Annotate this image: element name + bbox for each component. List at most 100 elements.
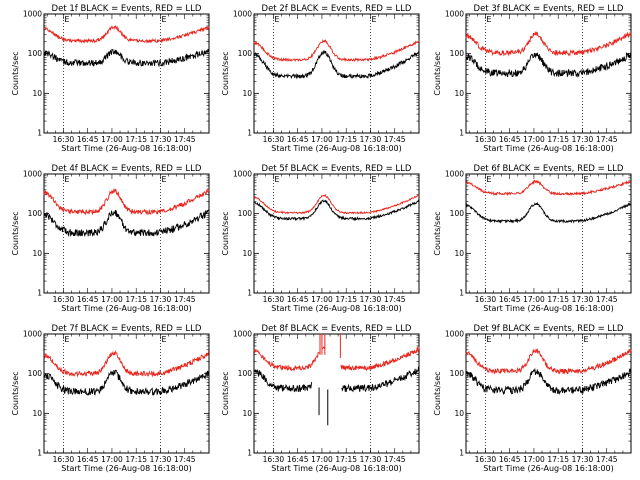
y-tick-label: 1000 [445,330,464,339]
x-tick-label: 17:15 [335,295,357,304]
plot-frame [253,13,420,134]
x-tick-label: 17:45 [596,455,618,464]
y-tick-label: 100 [238,209,253,218]
marker-label: E [371,15,376,24]
x-tick-label: 16:45 [77,135,99,144]
x-tick-label: 16:30 [53,135,75,144]
marker-label: E [583,15,588,24]
x-tick-label: 17:45 [384,455,406,464]
y-tick-label: 1 [459,289,464,298]
x-tick-label: 16:45 [499,135,521,144]
y-tick-label: 10 [242,249,252,258]
y-tick-label: 100 [450,369,465,378]
x-axis-label: Start Time (26-Aug-08 16:18:00) [271,304,402,313]
plot-frame [465,333,632,454]
x-tick-label: 17:15 [547,455,569,464]
y-axis-label: Counts/sec [11,211,20,255]
y-tick-label: 10 [242,89,252,98]
y-tick-label: 1000 [233,10,252,19]
y-tick-label: 1000 [23,170,42,179]
marker-label: E [274,335,279,344]
chart-panel-4: Det 4f BLACK = Events, RED = LLD 1 10 100 10… [11,164,210,313]
plot-frame [465,173,632,294]
x-tick-label: 17:30 [150,135,172,144]
x-tick-label: 16:45 [287,295,309,304]
chart-panel-8: Det 8f BLACK = Events, RED = LLD 1 10 100 10… [221,324,420,473]
marker-label: E [161,175,166,184]
x-tick-label: 17:00 [101,455,123,464]
series-line-events-black [43,209,210,238]
x-axis-label: Start Time (26-Aug-08 16:18:00) [271,464,402,473]
marker-label: E [371,335,376,344]
marker-label: E [583,335,588,344]
y-tick-label: 1000 [23,10,42,19]
y-tick-label: 1 [247,129,252,138]
x-tick-label: 17:30 [360,135,382,144]
y-tick-label: 1000 [445,10,464,19]
series-line-events-black [43,48,210,68]
y-tick-label: 10 [454,249,464,258]
x-tick-label: 16:45 [499,455,521,464]
x-axis-label: Start Time (26-Aug-08 16:18:00) [61,464,192,473]
marker-label: E [161,335,166,344]
x-tick-label: 16:45 [77,295,99,304]
x-tick-label: 17:30 [150,455,172,464]
y-tick-label: 100 [238,369,253,378]
y-axis-label: Counts/sec [11,371,20,415]
series-line-events-black [253,50,420,80]
chart-title: Det 6f BLACK = Events, RED = LLD [474,164,624,174]
y-tick-label: 100 [238,49,253,58]
x-tick-label: 17:45 [174,455,196,464]
marker-label: E [371,175,376,184]
x-tick-label: 17:15 [335,135,357,144]
marker-label: E [274,15,279,24]
chart-panel-6: Det 6f BLACK = Events, RED = LLD 1 10 100 10… [433,164,632,313]
y-tick-label: 1 [247,449,252,458]
x-tick-label: 17:00 [101,295,123,304]
y-tick-label: 100 [450,209,465,218]
x-tick-label: 17:30 [572,135,594,144]
x-axis-label: Start Time (26-Aug-08 16:18:00) [483,464,614,473]
y-tick-label: 100 [28,369,43,378]
chart-title: Det 3f BLACK = Events, RED = LLD [474,4,624,14]
x-tick-label: 16:45 [77,455,99,464]
y-axis-label: Counts/sec [433,51,442,95]
series-line-lld-red [465,348,632,375]
x-tick-label: 16:30 [263,455,285,464]
y-tick-label: 1 [37,449,42,458]
x-tick-label: 17:30 [150,295,172,304]
chart-panel-1: Det 1f BLACK = Events, RED = LLD 1 10 100 10… [11,4,210,153]
y-tick-label: 1000 [445,170,464,179]
series-line-events-black [253,199,420,222]
y-tick-label: 10 [32,409,42,418]
y-tick-label: 100 [28,49,43,58]
series-line-lld-red [465,31,632,57]
plot-frame [253,333,420,454]
series-line-lld-red [43,25,210,44]
x-tick-label: 16:30 [475,135,497,144]
x-tick-label: 17:00 [311,295,333,304]
x-tick-label: 17:45 [596,295,618,304]
x-tick-label: 17:30 [360,455,382,464]
x-tick-label: 17:45 [384,295,406,304]
y-tick-label: 100 [450,49,465,58]
chart-panel-9: Det 9f BLACK = Events, RED = LLD 1 10 100 10… [433,324,632,473]
x-tick-label: 16:30 [53,455,75,464]
marker-label: E [64,15,69,24]
x-tick-label: 16:45 [287,455,309,464]
y-axis-label: Counts/sec [221,371,230,415]
x-tick-label: 17:45 [174,295,196,304]
series-line-lld-red [253,193,420,215]
plot-frame [43,173,210,294]
x-axis-label: Start Time (26-Aug-08 16:18:00) [483,144,614,153]
series-line-events-black [465,201,632,224]
y-tick-label: 1 [459,449,464,458]
y-axis-label: Counts/sec [11,51,20,95]
y-tick-label: 10 [242,409,252,418]
y-tick-label: 1000 [233,330,252,339]
chart-panel-5: Det 5f BLACK = Events, RED = LLD 1 10 100 10… [221,164,420,313]
x-tick-label: 17:15 [125,455,147,464]
y-tick-label: 1 [37,129,42,138]
plot-frame [43,333,210,454]
